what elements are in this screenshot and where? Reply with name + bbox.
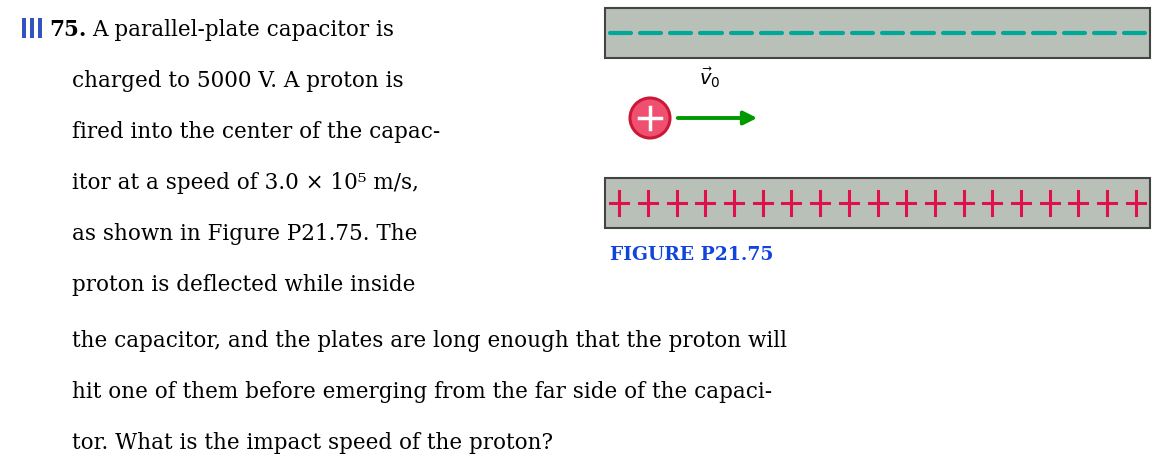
Text: A parallel-plate capacitor is: A parallel-plate capacitor is — [92, 19, 394, 41]
Bar — [605, 178, 1150, 228]
Bar — [22, 18, 26, 38]
Text: the capacitor, and the plates are long enough that the proton will: the capacitor, and the plates are long e… — [73, 330, 787, 352]
Text: proton is deflected while inside: proton is deflected while inside — [73, 274, 415, 296]
Bar — [605, 8, 1150, 58]
Text: tor. What is the impact speed of the proton?: tor. What is the impact speed of the pro… — [73, 432, 553, 454]
Text: hit one of them before emerging from the far side of the capaci-: hit one of them before emerging from the… — [73, 381, 772, 403]
Bar — [37, 18, 42, 38]
Text: itor at a speed of 3.0 × 10⁵ m/s,: itor at a speed of 3.0 × 10⁵ m/s, — [73, 172, 419, 194]
Bar — [30, 18, 34, 38]
Text: fired into the center of the capac-: fired into the center of the capac- — [73, 121, 440, 143]
Circle shape — [629, 98, 670, 138]
Text: FIGURE P21.75: FIGURE P21.75 — [610, 246, 773, 264]
Text: $\vec{v}_0$: $\vec{v}_0$ — [698, 65, 721, 90]
Text: 75.: 75. — [49, 19, 87, 41]
Text: as shown in Figure P21.75. The: as shown in Figure P21.75. The — [73, 223, 418, 245]
Text: charged to 5000 V. A proton is: charged to 5000 V. A proton is — [73, 70, 404, 92]
